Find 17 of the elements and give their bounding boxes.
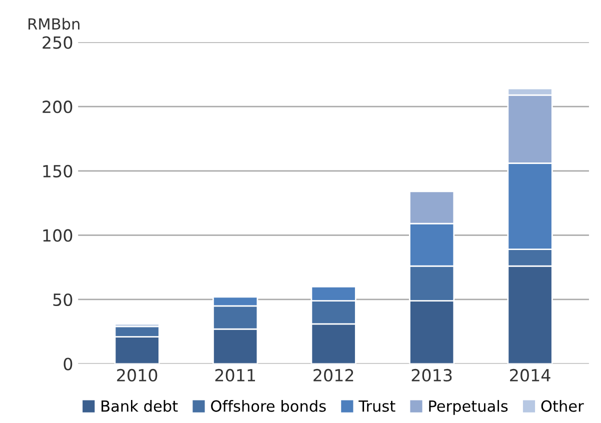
legend-label: Bank debt <box>102 400 178 412</box>
x-tick-label: 2010 <box>117 368 158 382</box>
legend-label: Trust <box>358 400 396 412</box>
y-tick-label: 50 <box>53 293 72 306</box>
y-tick-label: 250 <box>42 36 72 49</box>
y-axis-title: RMBbn <box>28 18 80 30</box>
x-tick-label: 2013 <box>412 368 452 382</box>
y-tick-label: 200 <box>42 100 72 114</box>
y-tick-label: 150 <box>43 164 72 178</box>
x-tick-label: 2011 <box>215 368 255 382</box>
y-tick-label: 100 <box>43 229 72 242</box>
legend-label: Other <box>541 400 584 412</box>
x-tick-label: 2014 <box>510 368 550 382</box>
legend-label: Offshore bonds <box>211 400 326 412</box>
legend-label: Perpetuals <box>429 400 508 415</box>
y-tick-label: 0 <box>64 358 72 370</box>
x-tick-label: 2012 <box>314 368 354 382</box>
